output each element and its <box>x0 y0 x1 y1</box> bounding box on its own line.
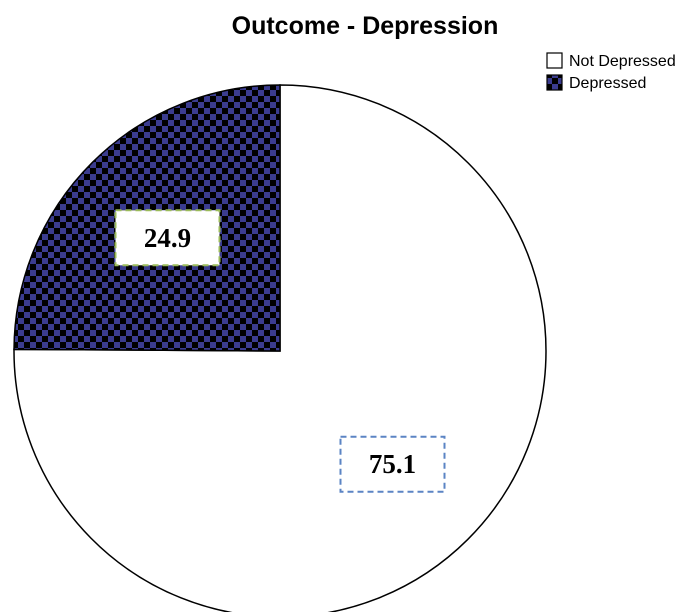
legend: Not Depressed Depressed <box>546 52 676 92</box>
legend-label-depressed: Depressed <box>569 75 646 92</box>
data-label-depressed: 24.9 <box>114 209 221 267</box>
data-label-not-depressed-box <box>339 435 446 493</box>
legend-swatch-depressed <box>546 74 563 91</box>
chart-title: Outcome - Depression <box>232 12 499 40</box>
data-labels: 75.1 24.9 <box>114 209 446 493</box>
data-label-not-depressed: 75.1 <box>339 435 446 493</box>
legend-label-not-depressed: Not Depressed <box>569 53 676 70</box>
data-label-not-depressed-text: 75.1 <box>369 449 416 479</box>
pie-slices <box>13 84 547 612</box>
legend-swatch-not-depressed <box>546 52 563 69</box>
data-label-depressed-box <box>114 209 221 267</box>
data-label-depressed-text: 24.9 <box>144 223 191 253</box>
